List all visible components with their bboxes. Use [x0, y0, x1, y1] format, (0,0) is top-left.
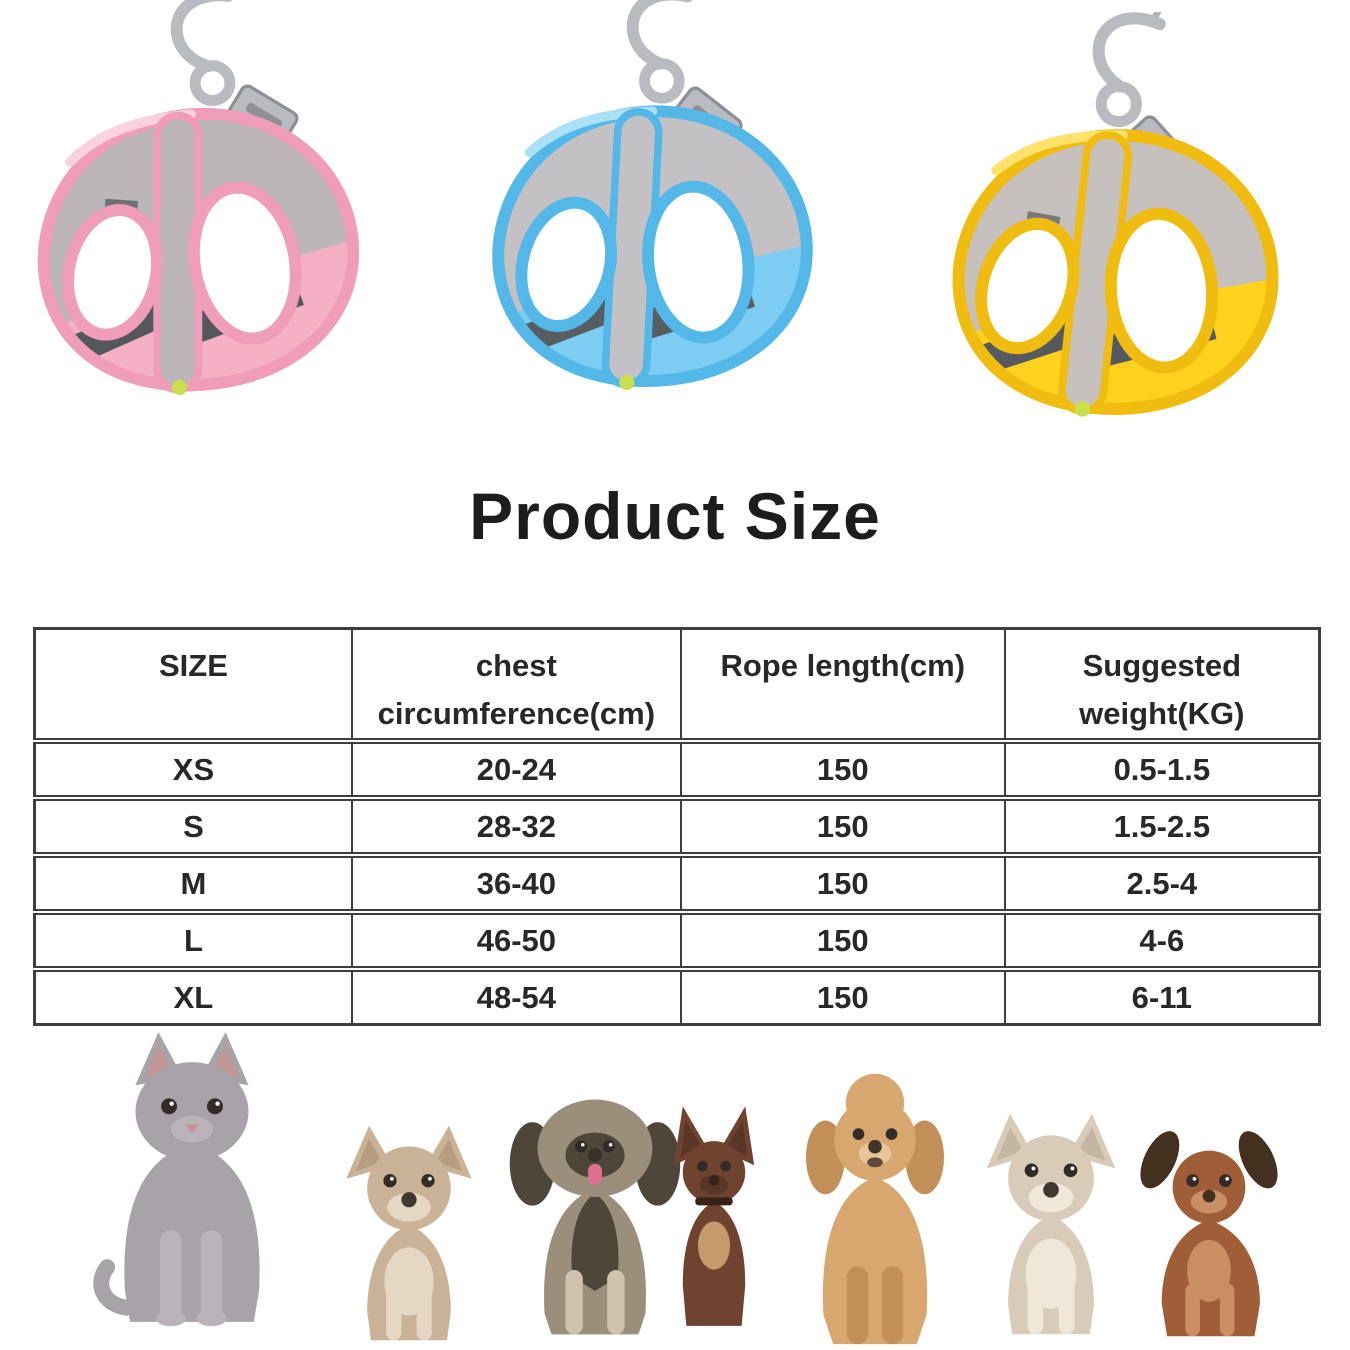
- harness-pink-image: [5, 0, 405, 492]
- weight-cell: 4-6: [1003, 912, 1320, 969]
- rope-cell: 150: [679, 912, 1005, 969]
- table-header-row: SIZE chest circumference(cm) Rope length…: [34, 628, 1320, 741]
- weight-cell: 1.5-2.5: [1003, 798, 1320, 855]
- table-row: XS 20-24 150 0.5-1.5: [35, 741, 1320, 798]
- pet-photo-apricot-poodle: [782, 1066, 968, 1348]
- pet-photo-grey-cat: [86, 1008, 298, 1346]
- chest-cell: 36-40: [350, 855, 681, 912]
- size-cell: XS: [172, 751, 215, 787]
- size-cell: L: [183, 922, 203, 958]
- harness-body: [952, 129, 1279, 417]
- harness-yellow-image: [893, 12, 1345, 518]
- size-cell: S: [183, 808, 204, 844]
- rope-cell: 150: [679, 969, 1005, 1025]
- rope-cell: 150: [679, 741, 1005, 798]
- pet-photo-fawn-chihuahua: [330, 1118, 488, 1346]
- table-row: L 46-50 150 4-6: [34, 912, 1320, 969]
- pet-photo-pekingese: [508, 1072, 682, 1348]
- chest-cell: 46-50: [350, 912, 681, 969]
- chest-cell: 48-54: [350, 969, 681, 1025]
- harness-blue-image: [430, 0, 885, 488]
- header-chest: chest circumference(cm): [350, 628, 681, 741]
- rope-cell: 150: [679, 855, 1005, 912]
- weight-cell: 6-11: [1003, 969, 1320, 1025]
- size-cell: XL: [173, 979, 214, 1015]
- weight-cell: 0.5-1.5: [1003, 741, 1320, 798]
- harness-illustration: [33, 0, 363, 396]
- chest-cell: 20-24: [350, 741, 681, 798]
- rope-cell: 150: [679, 798, 1005, 855]
- harness-illustration: [492, 0, 813, 391]
- size-cell: M: [180, 865, 207, 901]
- pet-photo-cream-chihuahua: [973, 1100, 1129, 1346]
- harness-illustration: [952, 12, 1279, 417]
- pet-photo-toy-terrier: [1118, 1110, 1300, 1346]
- weight-cell: 2.5-4: [1003, 855, 1320, 912]
- chest-cell: 28-32: [350, 798, 681, 855]
- header-rope: Rope length(cm): [679, 628, 1005, 741]
- table-row: M 36-40 150 2.5-4: [34, 855, 1320, 912]
- table-row: S 28-32 150 1.5-2.5: [34, 798, 1320, 855]
- pet-photo-miniature-pinscher: [656, 1088, 772, 1346]
- size-table: SIZE chest circumference(cm) Rope length…: [33, 627, 1321, 1026]
- table-row: XL 48-54 150 6-11: [34, 969, 1320, 1025]
- header-weight: Suggested weight(KG): [1003, 628, 1320, 741]
- page-title: Product Size: [469, 479, 881, 553]
- harness-body: [33, 107, 363, 396]
- harness-body: [492, 105, 813, 391]
- header-size: SIZE: [158, 648, 228, 683]
